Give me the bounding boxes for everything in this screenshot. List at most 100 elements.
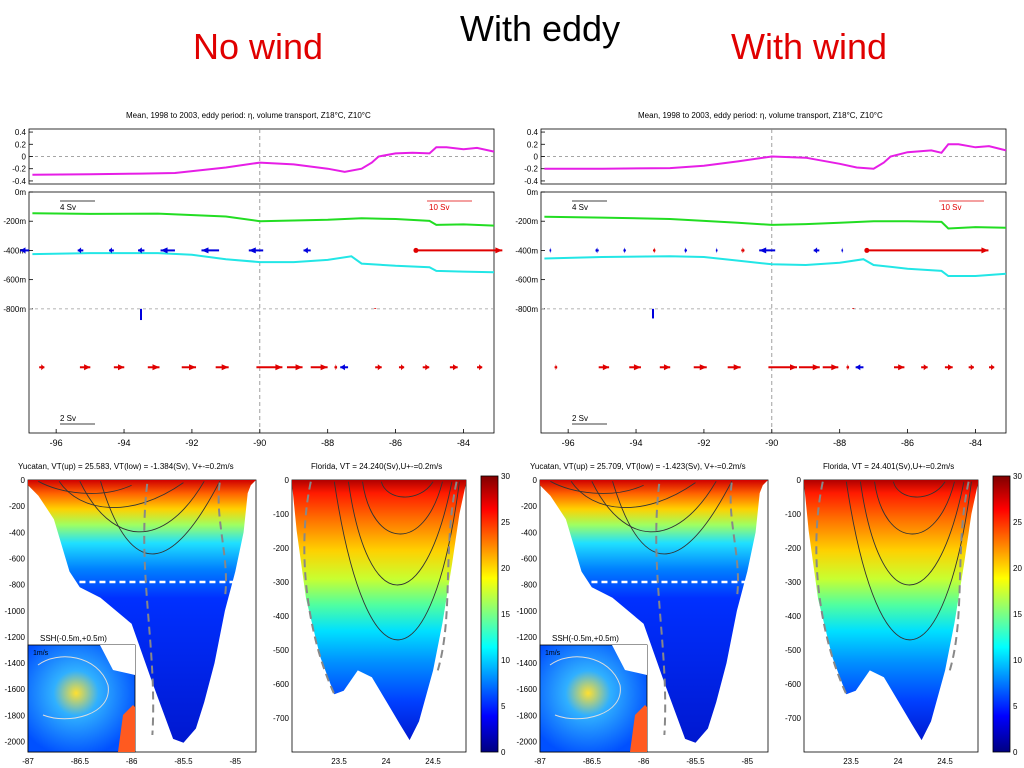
zero-velocity-contour [143, 483, 155, 736]
y-tick-label: -200 [521, 502, 538, 511]
transport-arrow-upper-head [759, 247, 767, 254]
velocity-contour [859, 481, 965, 586]
colorbar-tick-label: 15 [501, 610, 510, 619]
inset-land [612, 645, 647, 675]
x-tick-label: 23.5 [843, 757, 859, 766]
y-tick-label: -200 [785, 544, 802, 553]
section-shading [28, 480, 256, 743]
transport-arrow-lower-head [377, 364, 382, 371]
transport-arrow-lower-head [970, 364, 974, 371]
eta-tick-label: 0 [534, 153, 539, 162]
chart-title: Yucatan, VT(up) = 25.709, VT(low) = -1.4… [530, 462, 746, 471]
inset-title: SSH(-0.5m,+0.5m) [40, 634, 107, 643]
velocity-contour [874, 481, 955, 535]
depth-tick-label: -200m [3, 217, 26, 226]
y-tick-label: -400 [521, 528, 538, 537]
velocity-contour [550, 480, 644, 494]
transport-arrow-upper-head [653, 247, 656, 254]
transport-arrow-upper-head [981, 247, 989, 254]
transport-arrow-upper-head [303, 247, 308, 254]
eta-tick-label: -0.4 [12, 177, 26, 186]
transport-arrow-lower-head [602, 364, 610, 371]
inset-warm-region [630, 705, 647, 752]
x-tick-label: -86 [389, 438, 402, 448]
eta-tick-label: 0.4 [15, 128, 27, 137]
transport-arrow-lower-head [118, 364, 125, 371]
y-tick-label: -2000 [5, 738, 26, 747]
inset-background [27, 644, 136, 753]
depth-axes [540, 191, 1007, 434]
chart-title: Yucatan, VT(up) = 25.583, VT(low) = -1.3… [18, 462, 234, 471]
chart-title: Mean, 1998 to 2003, eddy period: η, volu… [638, 111, 883, 120]
velocity-contour [347, 481, 453, 586]
y-tick-label: -2000 [517, 738, 538, 747]
ssh-inset-map [539, 644, 648, 753]
velocity-contour [333, 481, 460, 641]
transport-arrow-upper-head [595, 247, 598, 254]
depth-tick-label: -800m [515, 305, 538, 314]
transport-arrow-lower-head [295, 364, 303, 371]
y-tick-label: -200 [9, 502, 26, 511]
transport-arrow-lower-head [991, 364, 995, 371]
with-wind-transport: Mean, 1998 to 2003, eddy period: η, volu… [515, 111, 1007, 448]
transport-arrow-origin [413, 247, 419, 253]
transport-arrow-lower-head [275, 364, 283, 371]
transport-arrow-lower-head [84, 364, 91, 371]
with-wind-florida: Florida, VT = 24.401(Sv),U+-=0.2m/s 0 -100… [785, 462, 1022, 766]
depth-tick-label: 0m [15, 188, 26, 197]
x-tick-label: -90 [765, 438, 778, 448]
transport-arrow-upper-head [684, 247, 686, 254]
scale-label-upper: 4 Sv [572, 203, 588, 212]
y-tick-label: -600 [785, 680, 802, 689]
y-tick-label: -800 [9, 581, 26, 590]
y-tick-label: -1800 [517, 711, 538, 720]
depth-tick-label: 0m [527, 188, 538, 197]
depth-tick-label: -400m [515, 246, 538, 255]
y-tick-label: -1600 [5, 685, 26, 694]
inset-title: SSH(-0.5m,+0.5m) [552, 634, 619, 643]
x-tick-label: -85.5 [174, 757, 193, 766]
transport-arrow-upper-head [813, 247, 818, 254]
series-z10 [544, 255, 1007, 277]
depth-tick-label: -600m [3, 276, 26, 285]
transport-arrow-lower-head [898, 364, 905, 371]
series-z18 [32, 212, 495, 227]
y-tick-label: -1200 [5, 633, 26, 642]
y-tick-label: -1200 [517, 633, 538, 642]
x-tick-label: -94 [630, 438, 643, 448]
transport-arrow-lower-head [479, 364, 483, 371]
transport-arrow-upper-head [715, 247, 717, 254]
transport-arrow-lower-head [663, 364, 671, 371]
y-tick-label: -1400 [517, 659, 538, 668]
depth-tick-label: -600m [515, 276, 538, 285]
colorbar-tick-label: 20 [1013, 564, 1022, 573]
x-tick-label: -86 [901, 438, 914, 448]
zero-velocity-contour [217, 482, 227, 598]
zero-velocity-contour [303, 481, 336, 695]
y-tick-label: -1000 [5, 607, 26, 616]
colorbar [992, 475, 1011, 753]
y-tick-label: -1400 [5, 659, 26, 668]
velocity-contour [100, 481, 221, 555]
scale-label-upper-right: 10 Sv [429, 203, 449, 212]
y-tick-label: -200 [273, 544, 290, 553]
section-shading [804, 480, 978, 741]
zero-velocity-contour [815, 481, 848, 695]
series-z18 [544, 215, 1007, 230]
colorbar [480, 475, 499, 753]
y-tick-label: -400 [9, 528, 26, 537]
eta-tick-label: 0.2 [15, 140, 27, 149]
x-tick-label: -96 [562, 438, 575, 448]
transport-arrow-lower-head [152, 364, 160, 371]
depth-tick-label: -400m [3, 246, 26, 255]
inset-scale-label: 1m/s [33, 650, 49, 657]
colorbar-tick-label: 0 [1013, 748, 1018, 757]
colorbar-tick-label: 25 [1013, 518, 1022, 527]
transport-arrow-upper-head [109, 247, 112, 254]
transport-arrow-lower-head [831, 364, 839, 371]
y-tick-label: -500 [785, 646, 802, 655]
transport-arrow-lower-head [340, 364, 345, 371]
y-tick-label: -500 [273, 646, 290, 655]
x-tick-label: -94 [118, 438, 131, 448]
